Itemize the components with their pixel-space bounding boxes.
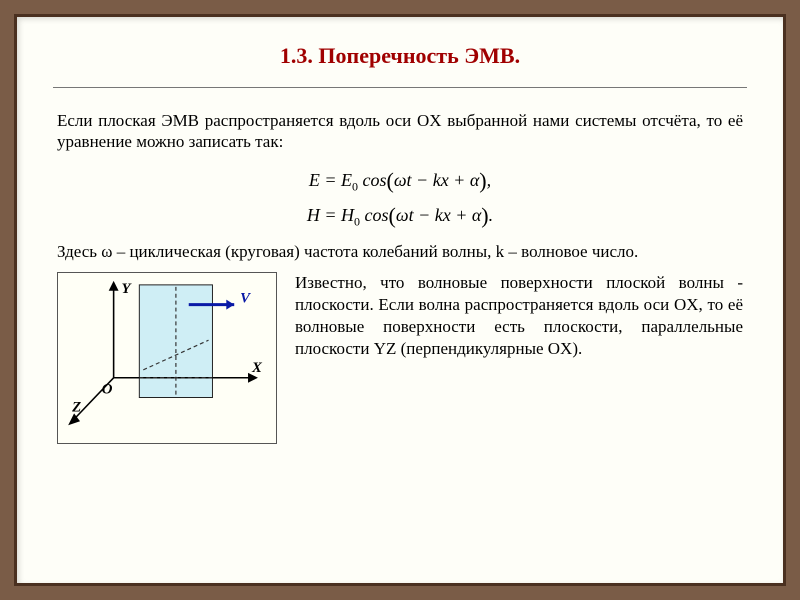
axis-y-arrow <box>109 281 119 291</box>
label-X: X <box>251 360 263 376</box>
equation-E: E = E0 cos(ωt − kx + α), <box>57 163 743 198</box>
figure-row: V Y X Z <box>57 272 743 444</box>
wave-diagram: V Y X Z <box>57 272 277 444</box>
label-V: V <box>240 291 251 307</box>
slide: 1.3. Поперечность ЭМВ. Если плоская ЭМВ … <box>14 14 786 586</box>
equation-H: H = H0 cos(ωt − kx + α). <box>57 198 743 233</box>
label-O: O <box>102 382 113 398</box>
slide-title: 1.3. Поперечность ЭМВ. <box>17 17 783 87</box>
label-Z: Z <box>71 399 81 415</box>
wave-surface-paragraph: Известно, что волновые поверхности плоск… <box>295 272 743 360</box>
slide-content: Если плоская ЭМВ распространяется вдоль … <box>17 110 783 444</box>
equation-block: E = E0 cos(ωt − kx + α), H = H0 cos(ωt −… <box>57 163 743 233</box>
title-divider <box>53 87 747 88</box>
velocity-arrow-head <box>226 300 234 310</box>
outer-frame: 1.3. Поперечность ЭМВ. Если плоская ЭМВ … <box>0 0 800 600</box>
intro-paragraph: Если плоская ЭМВ распространяется вдоль … <box>57 110 743 153</box>
label-Y: Y <box>122 281 133 297</box>
definition-paragraph: Здесь ω – циклическая (круговая) частота… <box>57 241 743 262</box>
